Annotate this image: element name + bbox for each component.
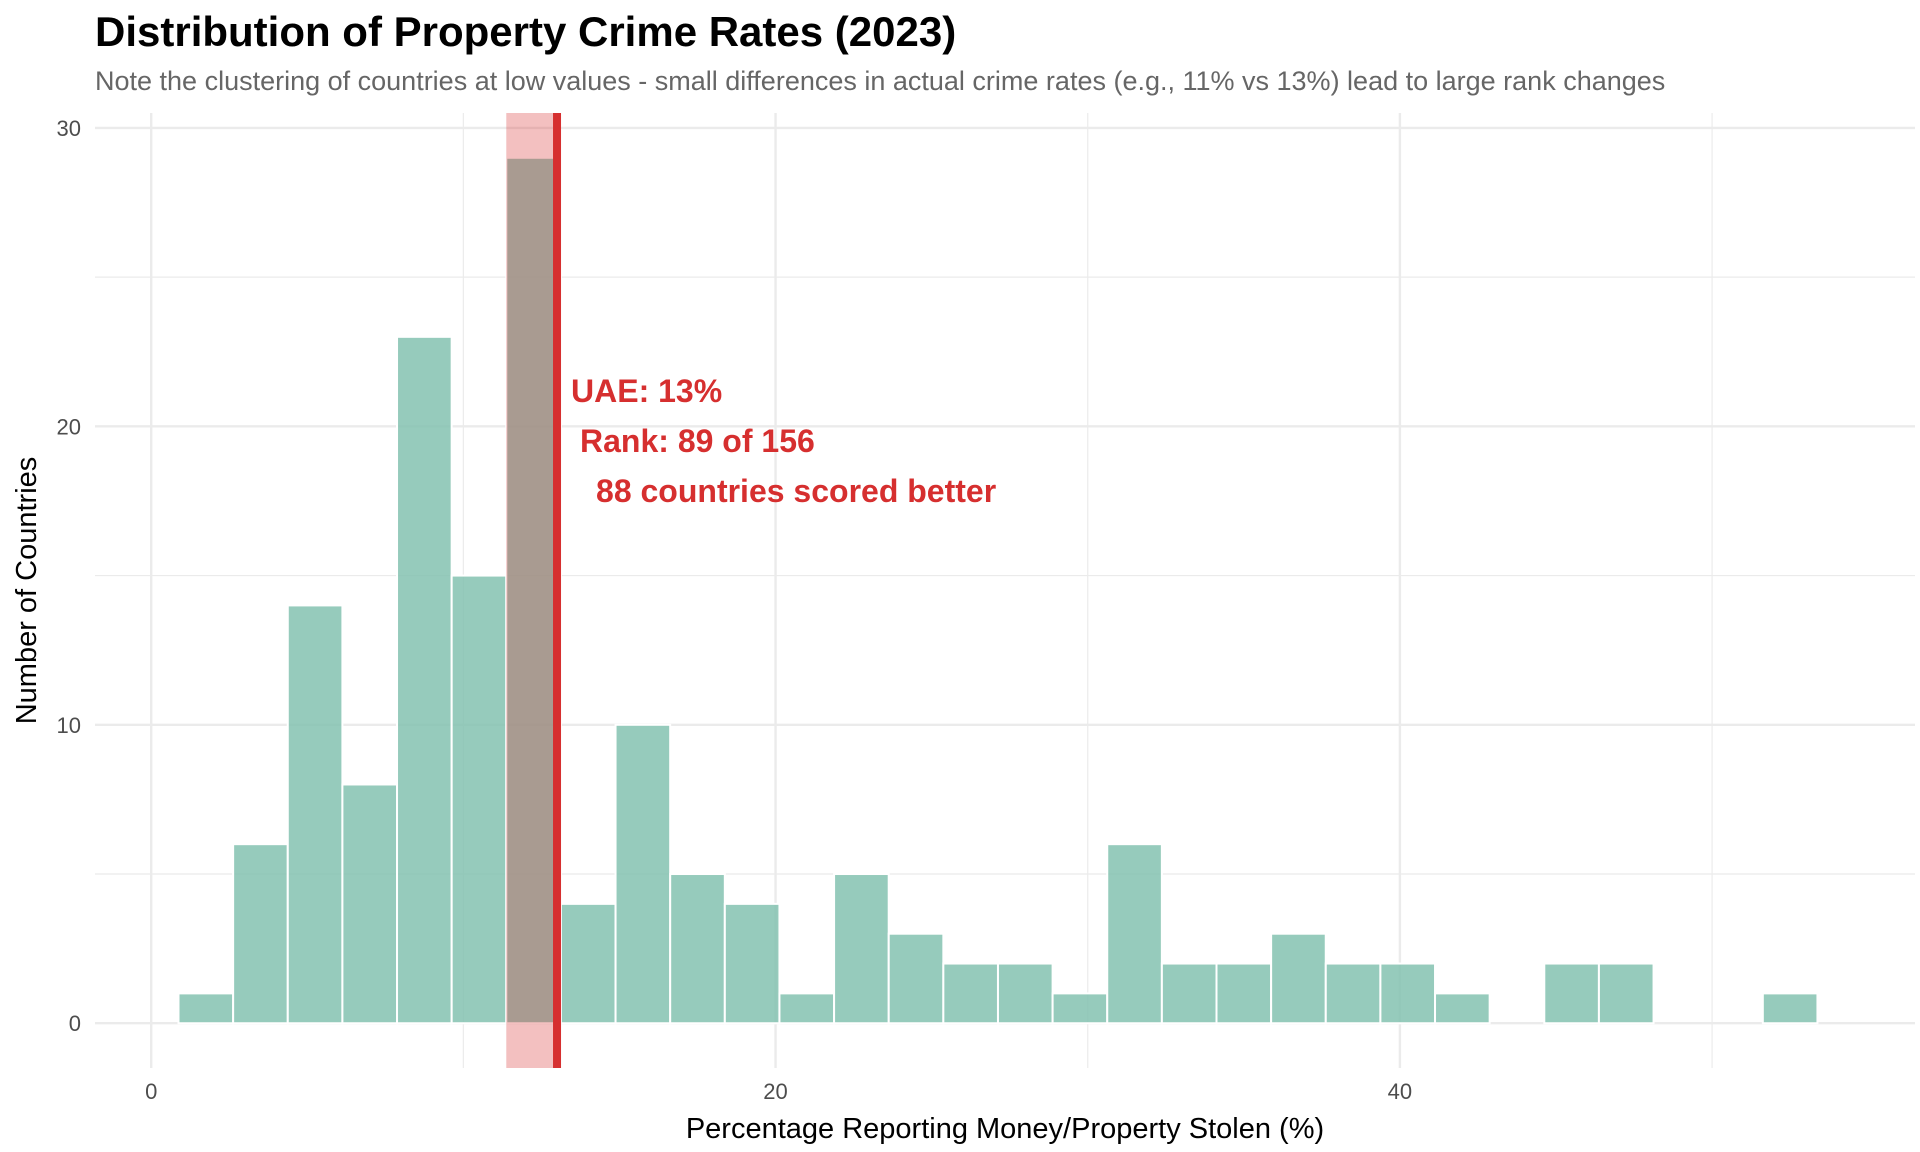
y-tick-label: 30 (57, 116, 81, 141)
histogram-bar (833, 873, 890, 1025)
histogram-bar (723, 902, 781, 1025)
x-tick-label: 40 (1388, 1079, 1412, 1104)
y-axis-title: Number of Countries (11, 457, 43, 725)
highlight-band (506, 113, 561, 1068)
annotation-countries-better: 88 countries scored better (596, 473, 996, 509)
histogram-bar (996, 962, 1054, 1025)
histogram-bar (1379, 962, 1437, 1025)
histogram-bar (1543, 962, 1600, 1025)
histogram-bar (1051, 992, 1109, 1025)
histogram-bar (341, 783, 399, 1025)
histogram-bar (1215, 962, 1273, 1025)
histogram-bar (1761, 992, 1819, 1025)
x-axis-title: Percentage Reporting Money/Property Stol… (686, 1113, 1324, 1145)
annotation-uae-value: UAE: 13% (571, 373, 722, 409)
histogram-bar (1270, 932, 1327, 1025)
histogram-bar (1106, 843, 1163, 1025)
histogram-bar (286, 604, 344, 1025)
histogram-bar (1434, 992, 1491, 1025)
chart-title: Distribution of Property Crime Rates (20… (95, 8, 957, 55)
histogram-bar (614, 723, 672, 1025)
reference-layer (506, 113, 562, 1068)
annotation-rank: Rank: 89 of 156 (580, 423, 815, 459)
bars-layer (177, 156, 1819, 1025)
y-tick-label: 10 (57, 713, 81, 738)
histogram-bar (1597, 962, 1655, 1025)
histogram-bar-highlight (505, 156, 562, 1025)
y-tick-label: 0 (69, 1011, 81, 1036)
histogram-bar (1324, 962, 1382, 1025)
chart-subtitle: Note the clustering of countries at low … (95, 66, 1666, 96)
histogram-bar (1160, 962, 1218, 1025)
histogram-bar (559, 902, 617, 1025)
histogram-bar (778, 992, 836, 1025)
histogram-bar (669, 873, 726, 1025)
histogram-bar (887, 932, 945, 1025)
x-tick-label: 0 (145, 1079, 157, 1104)
ticks-layer: 0 10 20 30 0 20 40 (57, 116, 1413, 1104)
histogram-bar (232, 843, 289, 1025)
x-tick-label: 20 (763, 1079, 787, 1104)
histogram-bar (942, 962, 999, 1025)
histogram-bar (450, 574, 508, 1025)
y-tick-label: 20 (57, 414, 81, 439)
histogram-bar (177, 992, 235, 1025)
histogram-bar (396, 335, 453, 1025)
